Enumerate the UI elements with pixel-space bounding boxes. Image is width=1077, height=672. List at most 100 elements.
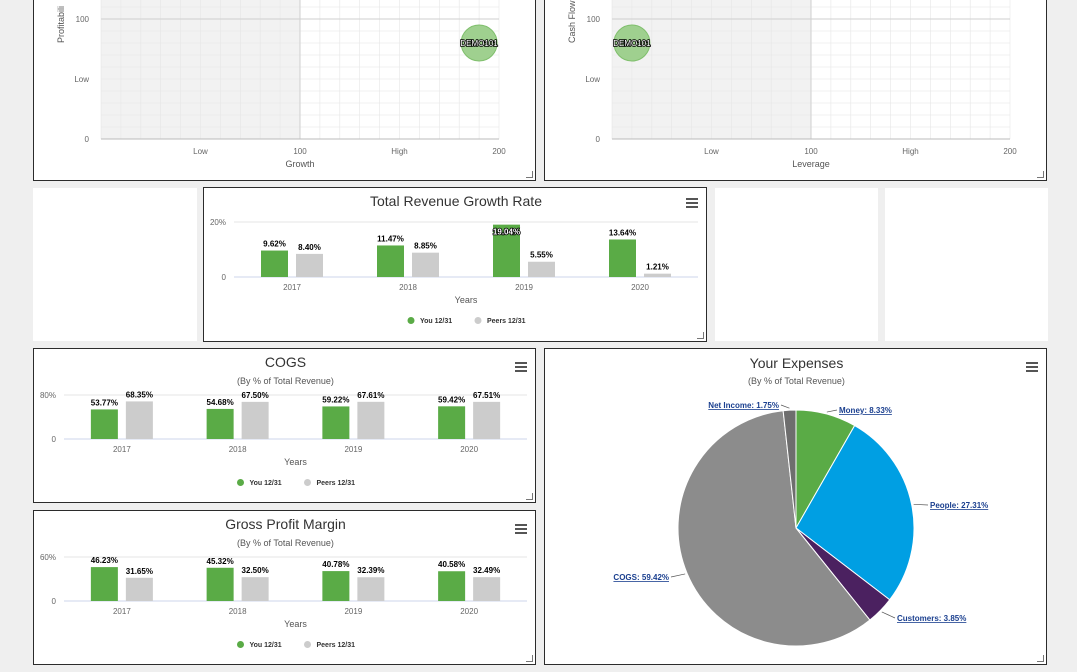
label-connector	[780, 404, 790, 409]
data-label: 53.77%	[91, 398, 118, 407]
data-label: 8.85%	[414, 242, 437, 251]
data-label: 1.21%	[646, 263, 669, 272]
x-tick-label: 2017	[283, 283, 301, 292]
data-label: 8.40%	[298, 243, 321, 252]
hamburger-menu-icon[interactable]	[686, 198, 698, 208]
legend-label-peers: Peers 12/31	[317, 480, 356, 487]
y-tick-label: 100	[76, 15, 90, 24]
blank-panel-left	[33, 188, 197, 341]
x-tick-label: Low	[704, 147, 719, 156]
legend[interactable]: You 12/31 Peers 12/31	[237, 641, 355, 649]
resize-handle[interactable]	[526, 493, 533, 500]
resize-handle[interactable]	[526, 655, 533, 662]
legend-marker-you	[237, 479, 244, 486]
x-tick-label: 2017	[113, 607, 131, 616]
blank-panel-right	[885, 188, 1048, 341]
legend[interactable]: You 12/31 Peers 12/31	[407, 317, 526, 325]
bar-peers	[357, 577, 385, 601]
x-tick-label: 2019	[515, 283, 533, 292]
bar-you	[322, 571, 350, 601]
x-axis-title: Leverage	[792, 159, 830, 169]
pie-slice[interactable]	[795, 424, 915, 601]
data-label: 67.61%	[357, 391, 384, 400]
bar-you	[261, 250, 288, 277]
legend-label-you: You 12/31	[420, 318, 452, 325]
legend-label-you: You 12/31	[250, 642, 282, 649]
company-bubble	[460, 24, 498, 62]
data-label: 59.42%	[438, 395, 465, 404]
x-tick-label: Low	[193, 147, 208, 156]
blank-panel-mid	[715, 188, 878, 341]
bar-you	[493, 224, 520, 277]
data-label: 40.58%	[438, 560, 465, 569]
bubble-label: DEMO101	[460, 39, 498, 48]
pie-slice[interactable]	[782, 409, 797, 529]
slice-label[interactable]: People: 27.31%	[930, 501, 988, 510]
y-axis-title: Cash Flow	[567, 0, 577, 43]
slice-label[interactable]: Customers: 3.85%	[897, 614, 966, 623]
resize-handle[interactable]	[526, 171, 533, 178]
data-label: 67.50%	[242, 391, 269, 400]
label-connector	[913, 503, 929, 506]
x-axis-title: Growth	[285, 159, 314, 169]
profitability-growth-panel: 100 Low 0 Low 100 High 200 Growth Profitabili DEM…	[33, 0, 536, 181]
chart-title: Your Expenses	[750, 355, 844, 371]
legend[interactable]: You 12/31 Peers 12/31	[237, 479, 355, 487]
label-connector	[881, 611, 896, 619]
hamburger-menu-icon[interactable]	[515, 362, 527, 372]
x-tick-label: 2020	[631, 283, 649, 292]
y-tick-label: 80%	[40, 391, 56, 400]
slice-label[interactable]: COGS: 59.42%	[613, 573, 669, 582]
data-label: 68.35%	[126, 390, 153, 399]
bar-you	[206, 567, 234, 601]
label-connector	[826, 409, 838, 413]
expenses-pie-chart: Your Expenses (By % of Total Revenue) Mone…	[613, 355, 1038, 647]
y-tick-label: 0	[52, 597, 57, 606]
y-tick-label: Low	[74, 75, 89, 84]
bar-you	[90, 409, 118, 439]
gross-profit-chart: Gross Profit Margin (By % of Total Revenu…	[40, 516, 527, 649]
legend-marker-you	[407, 317, 415, 324]
data-label: 67.51%	[473, 391, 500, 400]
bar-peers	[357, 401, 385, 439]
x-axis-title: Years	[455, 295, 478, 305]
slice-label[interactable]: Net Income: 1.75%	[708, 401, 779, 410]
data-label: 31.65%	[126, 567, 153, 576]
data-label: 32.50%	[242, 566, 269, 575]
legend-label-peers: Peers 12/31	[487, 318, 526, 325]
bar-peers	[125, 577, 153, 601]
label-connector	[670, 573, 686, 578]
x-tick-label: High	[902, 147, 918, 156]
bubble-label: DEMO101	[613, 39, 651, 48]
bar-you	[206, 408, 234, 439]
x-tick-label: 2020	[460, 445, 478, 454]
hamburger-menu-icon[interactable]	[515, 524, 527, 534]
resize-handle[interactable]	[1037, 655, 1044, 662]
data-label: 40.78%	[322, 560, 349, 569]
data-label: 45.32%	[207, 557, 234, 566]
y-tick-label: 0	[222, 273, 227, 282]
bar-you	[438, 406, 466, 439]
y-axis-title: Profitabili	[56, 6, 66, 43]
resize-handle[interactable]	[697, 332, 704, 339]
legend-label-peers: Peers 12/31	[317, 642, 356, 649]
slice-label[interactable]: Money: 8.33%	[839, 406, 892, 415]
data-label: 32.39%	[357, 566, 384, 575]
hamburger-menu-icon[interactable]	[1026, 362, 1038, 372]
data-label: 9.62%	[263, 240, 286, 249]
bar-peers	[241, 401, 269, 439]
x-axis-title: Years	[284, 619, 307, 629]
chart-title: Total Revenue Growth Rate	[370, 193, 542, 209]
bar-peers	[412, 252, 439, 277]
y-tick-label: 0	[52, 435, 57, 444]
pie-slice[interactable]	[677, 410, 871, 647]
resize-handle[interactable]	[1037, 171, 1044, 178]
y-tick-label: 0	[596, 135, 601, 144]
x-tick-label: 2019	[344, 445, 362, 454]
x-tick-label: 2019	[344, 607, 362, 616]
x-axis-title: Years	[284, 457, 307, 467]
profitability-growth-chart: 100 Low 0 Low 100 High 200 Growth Profitabili DEM…	[56, 0, 506, 169]
expenses-panel: Your Expenses (By % of Total Revenue) Mone…	[544, 348, 1047, 665]
bar-peers	[473, 401, 501, 439]
x-tick-label: 2018	[399, 283, 417, 292]
